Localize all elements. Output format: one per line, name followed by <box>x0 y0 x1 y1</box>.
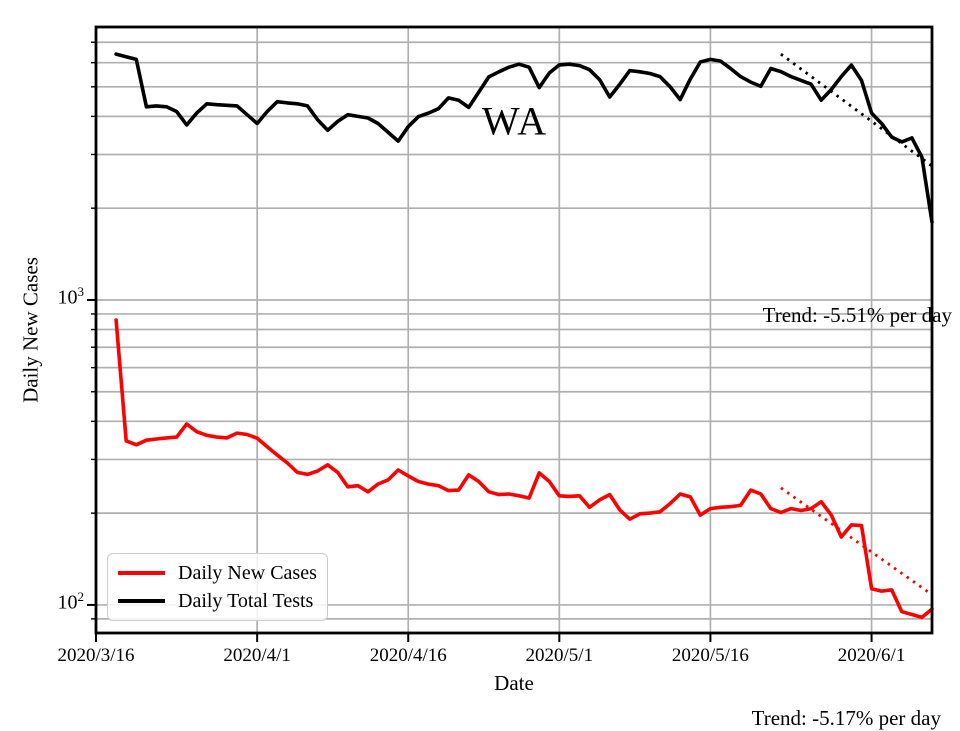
legend-label: Daily New Cases <box>178 561 317 584</box>
legend-item-daily-total-tests: Daily Total Tests <box>118 590 317 613</box>
y-tick-label: 103 <box>57 283 85 309</box>
x-tick-label: 2020/5/1 <box>525 645 594 666</box>
trend-annotation-cases: Trend: -5.17% per day <box>751 706 941 730</box>
y-axis-label: Daily New Cases <box>18 257 43 403</box>
x-tick-label: 2020/3/16 <box>57 645 135 666</box>
legend-line-sample-black <box>118 599 165 603</box>
series-daily-new-cases-trend <box>780 486 933 596</box>
state-annotation: WA <box>481 98 549 144</box>
legend-line-sample-red <box>118 571 165 575</box>
x-tick-label: 2020/4/1 <box>223 645 291 666</box>
series-daily-total-tests-trend <box>780 52 933 168</box>
x-tick-label: 2020/5/16 <box>671 645 749 666</box>
x-axis-label: Date <box>494 671 534 695</box>
x-tick-label: 2020/6/1 <box>837 645 906 666</box>
x-tick-label: 2020/4/16 <box>369 645 447 666</box>
tick-marks <box>87 41 873 642</box>
legend: Daily New Cases Daily Total Tests <box>107 553 328 621</box>
y-tick-label: 102 <box>57 588 85 614</box>
trend-annotation-tests: Trend: -5.51% per day <box>762 303 952 327</box>
legend-item-daily-new-cases: Daily New Cases <box>118 562 317 585</box>
gridlines <box>95 27 932 633</box>
legend-label: Daily Total Tests <box>178 589 314 612</box>
series-daily-new-cases <box>114 318 934 620</box>
series-daily-total-tests <box>114 52 934 224</box>
